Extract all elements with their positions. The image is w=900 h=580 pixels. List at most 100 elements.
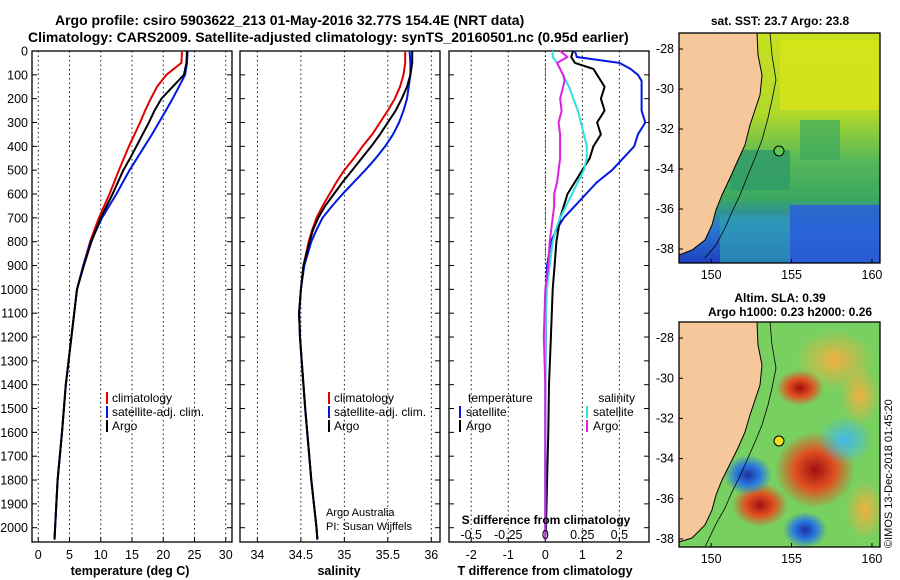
sst-coastline <box>679 33 763 256</box>
sst-map <box>678 32 881 264</box>
depth-tick-label: 1100 <box>1 307 28 321</box>
lon-tick-label: 160 <box>862 552 883 566</box>
depth-tick-label: 1800 <box>0 474 28 488</box>
series-line-s-argo <box>542 50 569 540</box>
sla-blob-6 <box>817 416 873 464</box>
sla-map-axes: -28 -30 -32 -34 -36 -38 150 155 160 <box>656 331 883 566</box>
x-tick-label: 25 <box>188 548 202 562</box>
x-tick-label: 10 <box>94 548 108 562</box>
sst-patch-3 <box>800 120 840 160</box>
x-tick-label: -1 <box>503 548 514 562</box>
lat-tick-label: -32 <box>656 122 674 136</box>
legend-climatology: climatology <box>334 391 394 405</box>
depth-axis-labels: 0 100 200 300 400 500 600 700 800 900 1000 1100 1200… <box>0 45 28 536</box>
sst-patch-5 <box>720 215 790 263</box>
lon-tick-label: 155 <box>781 552 802 566</box>
x-tick-label: 36 <box>424 548 438 562</box>
x-tick-label: 0 <box>542 548 549 562</box>
depth-tick-label: 1200 <box>0 331 28 345</box>
legend-t-argo: Argo <box>466 419 492 433</box>
x-tick-label: 35 <box>337 548 351 562</box>
imos-watermark: ©IMOS 13-Dec-2018 01:45:20 <box>883 399 895 548</box>
salinity-legend: climatology satellite-adj. clim. Argo <box>328 391 426 433</box>
axis-ticks: 0 5 10 15 20 25 30 34 34.5 35 35.5 36 -2 -1 0 1 2 <box>32 50 649 562</box>
lon-tick-label: 160 <box>862 268 883 282</box>
x-tick-label: 1 <box>579 548 586 562</box>
title-line-1: Argo profile: csiro 5903622_213 01-May-2… <box>55 12 524 28</box>
sst-map-title: sat. SST: 23.7 Argo: 23.8 <box>711 14 850 28</box>
legend-argo: Argo <box>334 419 360 433</box>
legend-satellite: satellite-adj. clim. <box>112 405 204 419</box>
grid-lines <box>37 51 620 542</box>
sla-shelf-contour <box>704 322 777 547</box>
salinity-xlabel: salinity <box>317 564 360 578</box>
legend-t-satellite: satellite <box>466 405 507 419</box>
depth-tick-label: 500 <box>7 164 28 178</box>
depth-tick-label: 2000 <box>0 521 28 535</box>
sst-map-frame <box>678 32 881 264</box>
x-tick-label: 34.5 <box>289 548 313 562</box>
salinity-panel <box>239 50 441 543</box>
sst-map-axes: -28 -30 -32 -34 -36 -38 150 155 160 <box>656 42 883 282</box>
temperature-panel <box>31 50 233 543</box>
sla-map-title-2: Argo h1000: 0.23 h2000: 0.26 <box>708 305 872 319</box>
sla-argo-location <box>773 435 785 447</box>
temperature-xlabel: temperature (deg C) <box>71 564 190 578</box>
lat-tick-label: -36 <box>656 202 674 216</box>
lat-tick-label: -36 <box>656 492 674 506</box>
credit-pi: PI: Susan Wijffels <box>326 521 412 533</box>
x-tick-label: 35.5 <box>376 548 400 562</box>
series-line-satellite-adj-clim- <box>53 50 189 540</box>
legend-temperature-head: temperature <box>468 391 533 405</box>
x-tick-label: 34 <box>250 548 264 562</box>
lat-tick-label: -28 <box>656 42 674 56</box>
x-tick-label: 15 <box>125 548 139 562</box>
sst-patch-1 <box>780 40 880 110</box>
profile-curves <box>53 50 647 540</box>
difference-xlabel: T difference from climatology <box>457 564 632 578</box>
x-tick-label: 30 <box>219 548 233 562</box>
legend-satellite: satellite-adj. clim. <box>334 405 426 419</box>
lon-tick-label: 155 <box>781 268 802 282</box>
sst-land <box>679 33 762 255</box>
sla-map-title-1: Altim. SLA: 0.39 <box>734 291 826 305</box>
s-difference-ticks: -0.5 -0.25 0 0.25 0.5 <box>460 528 628 542</box>
series-line-satellite-adj-clim- <box>298 50 412 540</box>
lon-tick-label: 150 <box>701 552 722 566</box>
depth-tick-label: 400 <box>7 140 28 154</box>
sla-land <box>679 322 762 542</box>
depth-tick-label: 1300 <box>0 354 28 368</box>
x-tick-label: 5 <box>66 548 73 562</box>
x-tick-label: 20 <box>156 548 170 562</box>
legend-s-satellite: satellite <box>593 405 634 419</box>
depth-tick-label: 1400 <box>0 378 28 392</box>
difference-legend: temperature salinity satellite Argo sate… <box>459 391 635 433</box>
lat-tick-label: -30 <box>656 82 674 96</box>
depth-tick-label: 1500 <box>0 402 28 416</box>
depth-tick-label: 1000 <box>0 283 28 297</box>
s-difference-title: S difference from climatology <box>462 513 631 527</box>
sla-blob-3 <box>840 365 880 425</box>
depth-tick-label: 600 <box>7 188 28 202</box>
depth-tick-label: 1600 <box>0 426 28 440</box>
legend-argo: Argo <box>112 419 138 433</box>
lat-tick-label: -32 <box>656 411 674 425</box>
sla-blob-8 <box>783 512 827 547</box>
sla-map <box>678 321 881 548</box>
s-tick-label: -0.25 <box>494 528 523 542</box>
x-tick-label: -2 <box>466 548 477 562</box>
sst-argo-location <box>773 145 785 157</box>
lat-tick-label: -38 <box>656 242 674 256</box>
credit-argo-australia: Argo Australia <box>326 507 395 519</box>
legend-s-argo: Argo <box>593 419 619 433</box>
depth-tick-label: 0 <box>21 45 28 59</box>
sla-blob-7 <box>724 455 772 495</box>
depth-tick-label: 800 <box>7 235 28 249</box>
depth-tick-label: 900 <box>7 259 28 273</box>
lon-tick-label: 150 <box>701 268 722 282</box>
lat-tick-label: -34 <box>656 162 674 176</box>
title-line-2: Climatology: CARS2009. Satellite-adjuste… <box>28 29 629 45</box>
sla-blob-2 <box>776 370 824 406</box>
s-tick-label: 0.25 <box>570 528 594 542</box>
